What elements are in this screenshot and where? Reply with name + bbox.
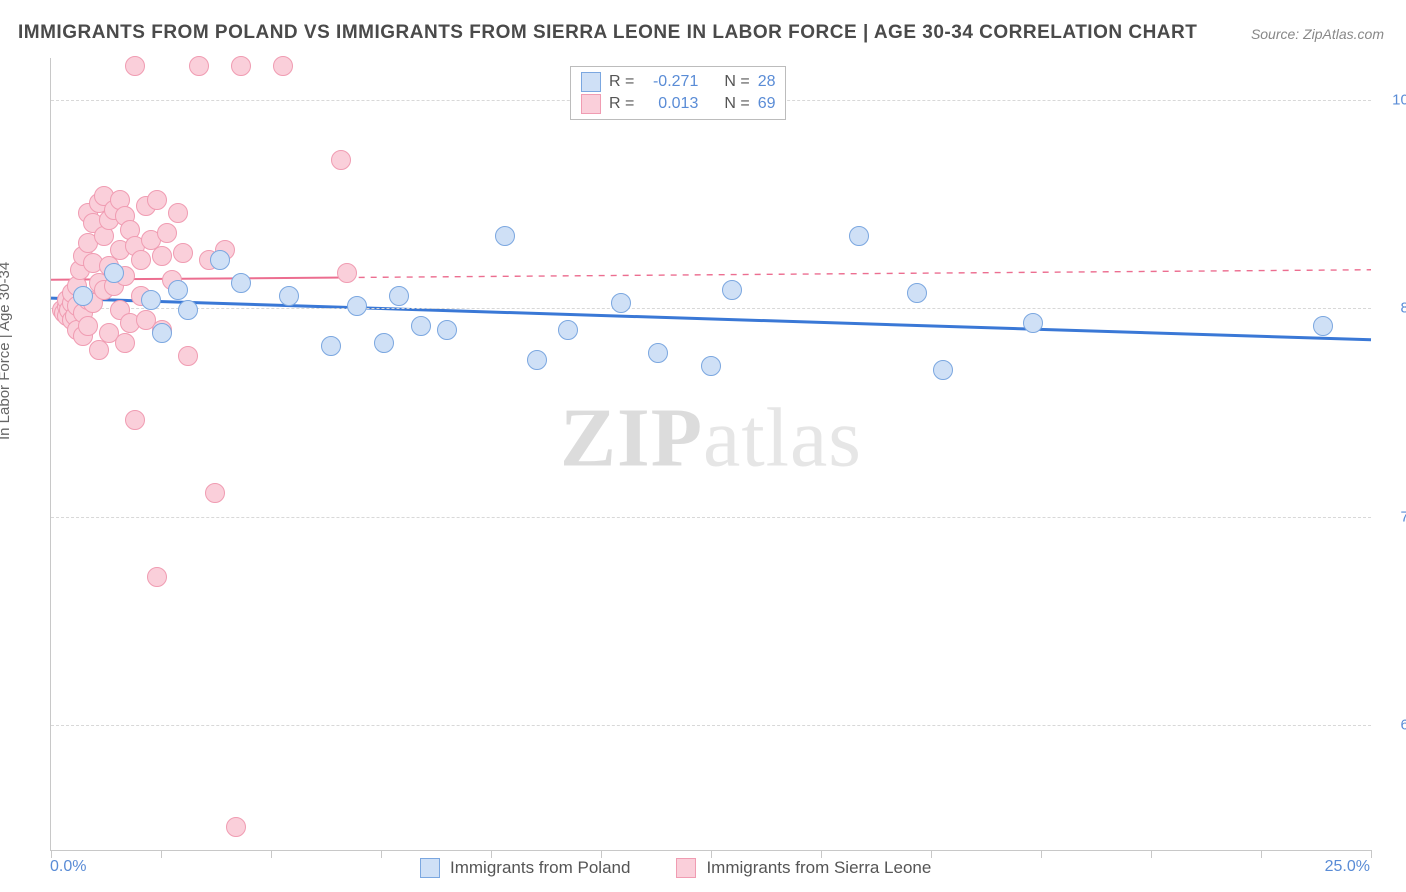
x-axis-minor-tick: [931, 850, 932, 858]
scatter-point-sierra: [152, 246, 172, 266]
scatter-point-poland: [411, 316, 431, 336]
correlation-legend-row: R = -0.271 N = 28: [581, 71, 775, 93]
legend-n-label: N =: [724, 73, 749, 91]
legend-swatch: [581, 94, 601, 114]
scatter-point-sierra: [131, 250, 151, 270]
scatter-point-sierra: [273, 56, 293, 76]
y-axis-title: In Labor Force | Age 30-34: [0, 262, 13, 440]
legend-swatch: [581, 72, 601, 92]
gridline-horizontal: [51, 725, 1371, 726]
scatter-point-sierra: [78, 316, 98, 336]
scatter-point-sierra: [178, 346, 198, 366]
legend-r-label: R =: [609, 95, 634, 113]
scatter-point-sierra: [189, 56, 209, 76]
legend-n-label: N =: [724, 95, 749, 113]
legend-series-label: Immigrants from Poland: [450, 858, 630, 878]
scatter-point-poland: [701, 356, 721, 376]
y-axis-tick-label: 87.5%: [1379, 300, 1406, 317]
x-axis-minor-tick: [491, 850, 492, 858]
legend-r-label: R =: [609, 73, 634, 91]
scatter-point-poland: [907, 283, 927, 303]
scatter-point-sierra: [231, 56, 251, 76]
trend-lines-layer: [51, 58, 1371, 850]
legend-swatch: [420, 858, 440, 878]
scatter-point-poland: [722, 280, 742, 300]
scatter-point-poland: [437, 320, 457, 340]
y-axis-tick-label: 75.0%: [1379, 508, 1406, 525]
legend-r-value: 0.013: [642, 95, 698, 113]
scatter-point-poland: [1023, 313, 1043, 333]
y-axis-tick-label: 62.5%: [1379, 716, 1406, 733]
scatter-point-sierra: [157, 223, 177, 243]
scatter-point-sierra: [147, 567, 167, 587]
legend-swatch: [676, 858, 696, 878]
scatter-point-poland: [73, 286, 93, 306]
plot-area: ZIPatlas 62.5%75.0%87.5%100.0%: [50, 58, 1371, 851]
scatter-point-poland: [374, 333, 394, 353]
x-axis-minor-tick: [1041, 850, 1042, 858]
trendline-sierra-projection: [347, 270, 1371, 278]
x-axis-tick-max: 25.0%: [1325, 858, 1370, 876]
series-legend: Immigrants from Poland Immigrants from Si…: [420, 858, 931, 878]
scatter-point-poland: [104, 263, 124, 283]
scatter-point-poland: [168, 280, 188, 300]
x-axis-minor-tick: [381, 850, 382, 858]
x-axis-minor-tick: [51, 850, 52, 858]
scatter-point-sierra: [173, 243, 193, 263]
x-axis-minor-tick: [711, 850, 712, 858]
scatter-point-poland: [279, 286, 299, 306]
scatter-point-poland: [210, 250, 230, 270]
scatter-point-sierra: [115, 333, 135, 353]
scatter-point-poland: [231, 273, 251, 293]
y-axis-tick-label: 100.0%: [1379, 91, 1406, 108]
correlation-legend-row: R = 0.013 N = 69: [581, 93, 775, 115]
scatter-point-poland: [141, 290, 161, 310]
source-attribution: Source: ZipAtlas.com: [1251, 26, 1384, 42]
scatter-point-poland: [347, 296, 367, 316]
x-axis-minor-tick: [161, 850, 162, 858]
x-axis-minor-tick: [1151, 850, 1152, 858]
scatter-point-sierra: [168, 203, 188, 223]
scatter-point-sierra: [89, 340, 109, 360]
scatter-point-sierra: [337, 263, 357, 283]
scatter-point-poland: [495, 226, 515, 246]
scatter-point-sierra: [205, 483, 225, 503]
scatter-point-sierra: [125, 56, 145, 76]
gridline-horizontal: [51, 308, 1371, 309]
chart-title: IMMIGRANTS FROM POLAND VS IMMIGRANTS FRO…: [18, 22, 1197, 44]
scatter-point-poland: [527, 350, 547, 370]
scatter-point-sierra: [331, 150, 351, 170]
x-axis-minor-tick: [821, 850, 822, 858]
scatter-point-sierra: [125, 410, 145, 430]
gridline-horizontal: [51, 517, 1371, 518]
scatter-point-poland: [321, 336, 341, 356]
scatter-point-poland: [389, 286, 409, 306]
legend-n-value: 28: [758, 73, 776, 91]
scatter-point-poland: [558, 320, 578, 340]
x-axis-minor-tick: [271, 850, 272, 858]
legend-series-label: Immigrants from Sierra Leone: [706, 858, 931, 878]
correlation-legend: R = -0.271 N = 28 R = 0.013 N = 69: [570, 66, 786, 120]
x-axis-minor-tick: [1371, 850, 1372, 858]
x-axis-tick-min: 0.0%: [50, 858, 86, 876]
scatter-point-poland: [152, 323, 172, 343]
scatter-point-poland: [849, 226, 869, 246]
x-axis-minor-tick: [601, 850, 602, 858]
trendline-poland: [51, 298, 1371, 340]
legend-n-value: 69: [758, 95, 776, 113]
scatter-point-poland: [178, 300, 198, 320]
scatter-point-sierra: [226, 817, 246, 837]
scatter-point-sierra: [147, 190, 167, 210]
scatter-point-poland: [933, 360, 953, 380]
scatter-point-poland: [611, 293, 631, 313]
scatter-point-poland: [648, 343, 668, 363]
legend-r-value: -0.271: [642, 73, 698, 91]
scatter-point-poland: [1313, 316, 1333, 336]
x-axis-minor-tick: [1261, 850, 1262, 858]
